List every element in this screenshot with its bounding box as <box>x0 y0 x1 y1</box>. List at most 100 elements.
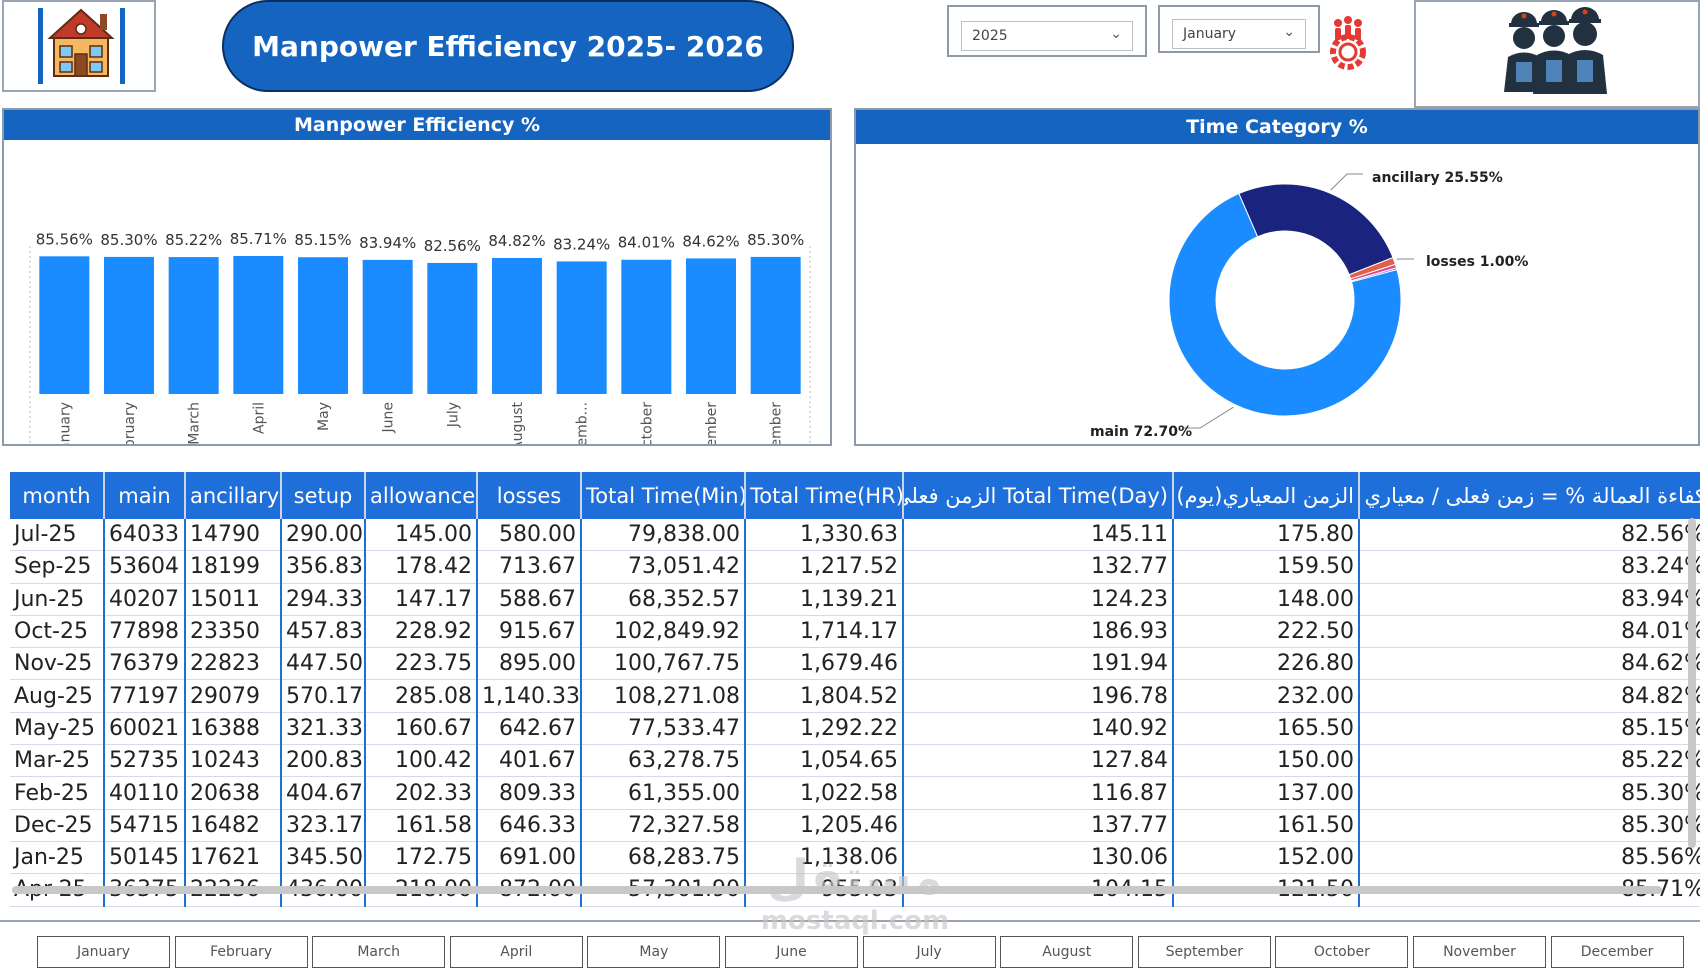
bar[interactable] <box>298 257 348 394</box>
table-cell: 345.50 <box>281 841 366 875</box>
bar[interactable] <box>686 258 736 394</box>
table-row[interactable]: Dec-25 54715 16482 323.17 161.58 646.33 72,327… <box>10 809 1700 842</box>
table-cell: 10243 <box>185 744 282 778</box>
bar[interactable] <box>621 259 672 394</box>
bar[interactable] <box>427 262 478 394</box>
month-button-december[interactable]: December <box>1550 936 1684 968</box>
bar-data-label: 84.01% <box>618 234 675 252</box>
column-header[interactable]: الزمن المعياري(يوم) <box>1173 472 1360 519</box>
leader-line <box>1184 406 1234 429</box>
table-cell: 145.00 <box>365 519 478 552</box>
column-header[interactable]: month <box>10 472 105 519</box>
column-header[interactable]: main <box>104 472 186 519</box>
column-header[interactable]: allowance <box>365 472 478 519</box>
month-button-july[interactable]: July <box>862 936 996 968</box>
month-button-january[interactable]: January <box>37 936 170 968</box>
bar[interactable] <box>233 256 284 394</box>
month-button-march[interactable]: March <box>312 936 446 968</box>
table-row[interactable]: Oct-25 77898 23350 457.83 228.92 915.67 102,84… <box>10 615 1700 649</box>
column-header[interactable]: كفاءة العمالة % = زمن فعلى / معياري <box>1359 472 1700 519</box>
table-cell: 85.22% <box>1359 744 1700 778</box>
table-cell: 50145 <box>104 841 186 875</box>
table-cell: 356.83 <box>281 550 366 584</box>
table-row[interactable]: Mar-25 52735 10243 200.83 100.42 401.67 63,278… <box>10 744 1700 778</box>
bar-data-label: 85.30% <box>100 231 157 249</box>
bar[interactable] <box>362 259 413 394</box>
month-button-may[interactable]: May <box>587 936 721 968</box>
column-header[interactable]: ancillary <box>185 472 282 519</box>
table-row[interactable]: Nov-25 76379 22823 447.50 223.75 895.00 100,76… <box>10 647 1700 681</box>
table-row[interactable]: Aug-25 77197 29079 570.17 285.08 1,140.33 108,… <box>10 679 1700 713</box>
table-cell: 40110 <box>104 776 186 810</box>
column-header[interactable]: Total Time(Min) <box>581 472 746 519</box>
watermark: مستقل mostaql.com <box>740 850 970 950</box>
month-slicer[interactable]: January ⌄ <box>1158 5 1320 53</box>
table-row[interactable]: May-25 60021 16388 321.33 160.67 642.67 77,533… <box>10 712 1700 746</box>
donut-slice-main[interactable] <box>1168 192 1402 417</box>
x-tick-label: April <box>251 402 267 434</box>
table-cell: 1,138.06 <box>745 841 904 875</box>
table-cell: 23350 <box>185 615 282 649</box>
table-row[interactable]: Sep-25 53604 18199 356.83 178.42 713.67 73,051… <box>10 550 1700 584</box>
table-cell: 1,205.46 <box>745 809 904 842</box>
table-cell: 53604 <box>104 550 186 584</box>
efficiency-bar-chart: 85.56% January 85.30% February 85.22% March 85… <box>29 230 811 444</box>
month-button-june[interactable]: June <box>725 936 858 968</box>
table-cell: 83.24% <box>1359 550 1700 584</box>
table-cell: 73,051.42 <box>581 550 746 584</box>
bar[interactable] <box>168 257 219 394</box>
table-row[interactable]: Jul-25 64033 14790 290.00 145.00 580.00 79,838… <box>10 519 1700 552</box>
x-tick-label: June <box>381 402 397 434</box>
donut-slice-ancillary[interactable] <box>1238 183 1394 276</box>
month-button-september[interactable]: September <box>1137 936 1271 968</box>
month-button-august[interactable]: August <box>1000 936 1134 968</box>
table-cell: 175.80 <box>1173 519 1360 552</box>
table-cell: 1,679.46 <box>745 647 904 681</box>
table-cell: 895.00 <box>477 647 582 681</box>
table-cell: 64033 <box>104 519 186 552</box>
bar-data-label: 84.62% <box>682 232 739 250</box>
table-row[interactable]: Jun-25 40207 15011 294.33 147.17 588.67 68,352… <box>10 583 1700 616</box>
year-slicer-value: 2025 <box>972 28 1008 44</box>
month-button-november[interactable]: November <box>1413 936 1546 968</box>
column-header[interactable]: setup <box>281 472 366 519</box>
table-cell: 691.00 <box>477 841 582 875</box>
chevron-down-icon[interactable]: ⌄ <box>1110 26 1122 42</box>
table-cell: 40207 <box>104 583 186 616</box>
bar[interactable] <box>39 256 90 394</box>
column-header[interactable]: Total Time(HR) <box>745 472 904 519</box>
table-cell: 116.87 <box>903 776 1174 810</box>
leader-line <box>1396 258 1414 261</box>
x-tick-label: Septemb... <box>575 402 591 444</box>
column-header[interactable]: losses <box>477 472 582 519</box>
table-cell: 82.56% <box>1359 519 1700 552</box>
table-cell: Jul-25 <box>10 519 105 552</box>
x-tick-label: January <box>57 402 73 444</box>
month-button-october[interactable]: October <box>1275 936 1409 968</box>
table-cell: 642.67 <box>477 712 582 746</box>
table-cell: 72,327.58 <box>581 809 746 842</box>
year-slicer[interactable]: 2025 ⌄ <box>947 5 1147 57</box>
table-cell: 127.84 <box>903 744 1174 778</box>
table-row[interactable]: Jan-25 50145 17621 345.50 172.75 691.00 68,283… <box>10 841 1700 875</box>
month-button-february[interactable]: February <box>174 936 308 968</box>
column-header[interactable]: Total Time(Day) الزمن فعلى <box>903 472 1174 519</box>
horizontal-scrollbar[interactable] <box>12 886 1662 894</box>
table-cell: 161.50 <box>1173 809 1360 842</box>
table-cell: 77197 <box>104 679 186 713</box>
month-button-april[interactable]: April <box>449 936 583 968</box>
table-cell: 223.75 <box>365 647 478 681</box>
bar[interactable] <box>750 256 801 394</box>
chevron-down-icon[interactable]: ⌄ <box>1283 24 1295 40</box>
vertical-scrollbar[interactable] <box>1688 518 1696 848</box>
table-cell: 85.30% <box>1359 776 1700 810</box>
bar[interactable] <box>492 257 542 394</box>
bar[interactable] <box>556 261 607 394</box>
table-row[interactable]: Feb-25 40110 20638 404.67 202.33 809.33 61,355… <box>10 776 1700 810</box>
x-tick-label: July <box>445 402 461 428</box>
table-cell: 150.00 <box>1173 744 1360 778</box>
bar[interactable] <box>104 256 154 394</box>
donut-panel-title: Time Category % <box>856 110 1698 144</box>
table-cell: 102,849.92 <box>581 615 746 649</box>
month-slicer-value: January <box>1183 26 1237 42</box>
